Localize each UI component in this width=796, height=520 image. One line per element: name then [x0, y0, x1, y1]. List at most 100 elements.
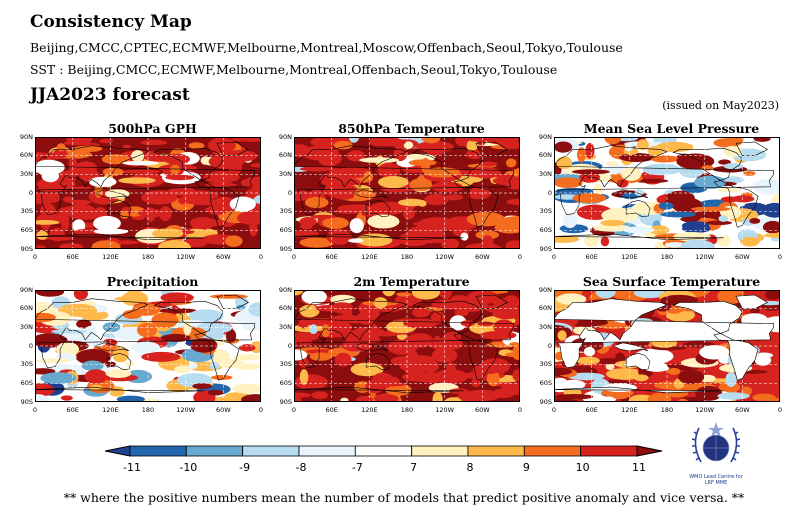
lat-tick-label: 30N — [538, 169, 552, 178]
consistency-patch — [36, 230, 48, 240]
consistency-patch — [424, 194, 449, 206]
consistency-patch — [765, 290, 780, 300]
consistency-patch — [152, 228, 184, 239]
panel-title: 850hPa Temperature — [338, 121, 485, 136]
consistency-patch — [753, 137, 771, 142]
panel-500hpa-gph: 500hPa GPH 90N 60N 30N 0 30S 60S 90S 0 60E 120E 18… — [20, 121, 275, 261]
lon-tick-label: 0 — [291, 253, 297, 261]
land-mask — [673, 301, 759, 381]
coastline — [93, 342, 130, 352]
consistency-patch — [604, 137, 622, 145]
consistency-patch — [421, 137, 441, 144]
lat-tick-label: 90S — [279, 244, 292, 253]
consistency-patch — [122, 160, 159, 166]
consistency-patch — [673, 232, 711, 242]
consistency-patch — [616, 179, 629, 188]
consistency-patch — [84, 369, 108, 384]
colorbar-bin — [298, 445, 356, 457]
consistency-patch — [664, 242, 686, 248]
consistency-patch — [189, 217, 216, 229]
map-frame — [554, 137, 780, 249]
coastline — [554, 386, 724, 402]
consistency-patch — [593, 224, 631, 232]
lon-tick-label: 0 — [551, 253, 557, 261]
consistency-patch — [81, 360, 104, 371]
consistency-patch — [682, 224, 711, 233]
consistency-patch — [699, 345, 730, 360]
consistency-map: 90N 60N 30N 0 30S 60S 90S 0 60E 120E 180 120W 60W 0 — [20, 286, 263, 414]
consistency-patch — [75, 349, 112, 365]
consistency-patch — [373, 297, 388, 309]
colorbar-tick-label: -10 — [179, 461, 198, 474]
map-plot — [35, 290, 261, 402]
coastline — [93, 189, 130, 199]
consistency-patch — [53, 148, 68, 160]
forecast-title: JJA2023 forecast — [30, 85, 190, 105]
consistency-patch — [337, 204, 376, 212]
consistency-patch — [554, 141, 573, 153]
land-mask — [554, 298, 774, 368]
consistency-patch — [118, 177, 156, 184]
consistency-patch — [642, 163, 681, 176]
consistency-patch — [94, 184, 103, 198]
consistency-patch — [743, 171, 756, 176]
consistency-patch — [479, 161, 498, 167]
consistency-patch — [556, 293, 587, 305]
consistency-patch — [112, 347, 129, 363]
consistency-patch — [450, 301, 490, 312]
lon-tick-label: 120W — [695, 253, 715, 261]
lon-tick-label: 60E — [325, 253, 338, 261]
coastline — [365, 200, 391, 217]
panel-title: 500hPa GPH — [108, 121, 197, 136]
consistency-patch — [36, 358, 70, 363]
consistency-patch — [41, 169, 59, 183]
consistency-patch — [124, 362, 136, 367]
consistency-patch — [619, 153, 655, 162]
consistency-patch — [225, 329, 237, 343]
consistency-patch — [554, 394, 594, 400]
consistency-patch — [678, 369, 705, 385]
consistency-patch — [111, 240, 139, 245]
consistency-patch — [396, 292, 412, 297]
consistency-patch — [159, 206, 172, 222]
coastline — [216, 294, 250, 309]
consistency-patch — [705, 220, 732, 225]
consistency-patch — [554, 235, 580, 243]
panel-850hpa-temperature: 850hPa Temperature 90N 60N 30N 0 30S 60S 90S 0 6… — [279, 121, 534, 261]
lat-tick-label: 60N — [278, 304, 292, 313]
consistency-patch — [333, 140, 353, 150]
consistency-patch — [209, 294, 248, 299]
colorbar-tick-label: 11 — [632, 461, 646, 474]
panel-2m-temperature: 2m Temperature 90N 60N 30N 0 30S 60S 90S 0 60E 12… — [279, 274, 534, 414]
lat-tick-label: 0 — [547, 188, 552, 197]
land-mask — [613, 342, 649, 351]
consistency-patch — [235, 305, 246, 310]
lon-tick-label: 180 — [660, 406, 674, 414]
consistency-patch — [204, 206, 234, 213]
consistency-patch — [229, 196, 256, 212]
consistency-patch — [131, 341, 160, 354]
consistency-patch — [426, 147, 445, 156]
consistency-patch — [649, 225, 670, 235]
lat-tick-label: 90N — [278, 285, 292, 294]
consistency-patch — [294, 189, 312, 202]
lat-tick-label: 60S — [279, 378, 292, 387]
logo-caption: WMO Lead Centre for LRF MME — [680, 474, 752, 486]
consistency-patch — [471, 377, 481, 388]
lat-tick-label: 0 — [28, 341, 33, 350]
colorbar-tick-label: -9 — [239, 461, 251, 474]
coastline — [625, 353, 651, 370]
consistency-patch — [70, 186, 92, 191]
consistency-patch — [726, 137, 744, 147]
consistency-patch — [367, 214, 400, 229]
coastline — [352, 342, 389, 352]
consistency-patch — [771, 194, 780, 206]
consistency-patch — [194, 392, 206, 402]
consistency-patch — [35, 394, 51, 402]
panel-precipitation: Precipitation 90N 60N 30N 0 30S 60S 90S 0 60E 120… — [20, 274, 275, 414]
consistency-patch — [475, 230, 500, 240]
consistency-patch — [374, 138, 406, 147]
lon-tick-label: 0 — [517, 406, 523, 414]
lat-tick-label: 60S — [539, 378, 552, 387]
consistency-patch — [749, 218, 761, 224]
